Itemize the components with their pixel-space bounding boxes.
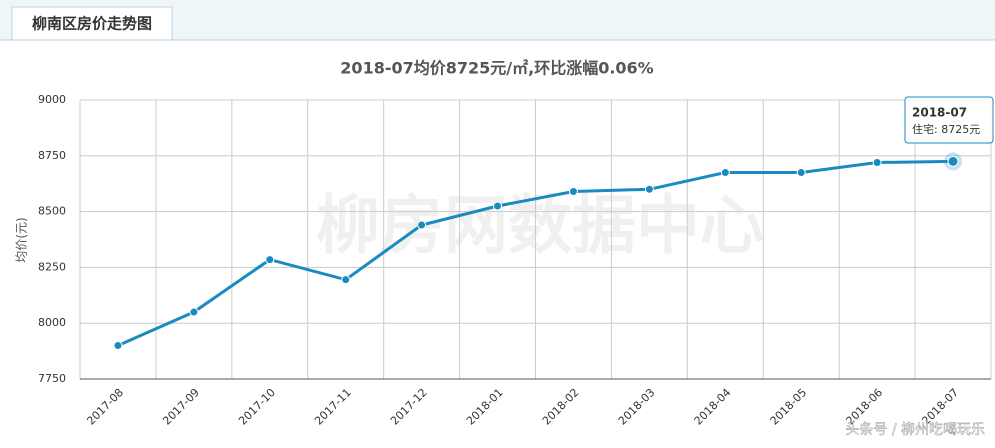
- x-tick-label: 2018-02: [540, 386, 582, 428]
- x-tick-label: 2018-04: [692, 386, 734, 428]
- x-tick-label: 2017-09: [160, 386, 202, 428]
- point: [796, 168, 806, 178]
- x-tick-label: 2017-08: [84, 386, 126, 428]
- point: [417, 220, 427, 230]
- footer-source: 头条号 / 柳州吃喝玩乐: [845, 421, 985, 438]
- x-tick-label: 2017-10: [236, 386, 278, 428]
- x-tick-label: 2017-11: [312, 386, 354, 428]
- x-tick-label: 2018-03: [616, 386, 658, 428]
- tab-label[interactable]: 柳南区房价走势图: [32, 15, 152, 33]
- y-tick-label: 9000: [38, 93, 66, 106]
- point: [493, 201, 503, 211]
- tooltip-box: [904, 96, 994, 144]
- y-axis-label: 均价(元): [15, 217, 29, 262]
- x-tick-label: 2018-05: [768, 386, 810, 428]
- y-tick-label: 8500: [38, 205, 66, 218]
- point: [113, 341, 123, 351]
- point: [947, 155, 959, 167]
- point: [189, 307, 199, 317]
- watermark: 柳房网数据中心: [316, 190, 764, 264]
- y-tick-label: 7750: [38, 372, 66, 385]
- tooltip-title: 2018-07: [912, 106, 967, 120]
- x-tick-label: 2018-01: [464, 386, 506, 428]
- y-tick-label: 8000: [38, 316, 66, 329]
- x-tick-label: 2017-12: [388, 386, 430, 428]
- chart-title: 2018-07均价8725元/㎡,环比涨幅0.06%: [340, 59, 653, 78]
- tooltip: 2018-07 住宅: 8725元: [904, 96, 994, 144]
- point: [265, 255, 275, 265]
- point: [568, 187, 578, 197]
- point: [720, 168, 730, 178]
- tab[interactable]: [11, 6, 173, 41]
- tooltip-text: 住宅: 8725元: [912, 122, 980, 136]
- y-tick-label: 8250: [38, 260, 66, 273]
- point: [644, 184, 654, 194]
- point: [872, 157, 882, 167]
- y-tick-label: 8750: [38, 149, 66, 162]
- point: [341, 275, 351, 285]
- line: [117, 159, 954, 347]
